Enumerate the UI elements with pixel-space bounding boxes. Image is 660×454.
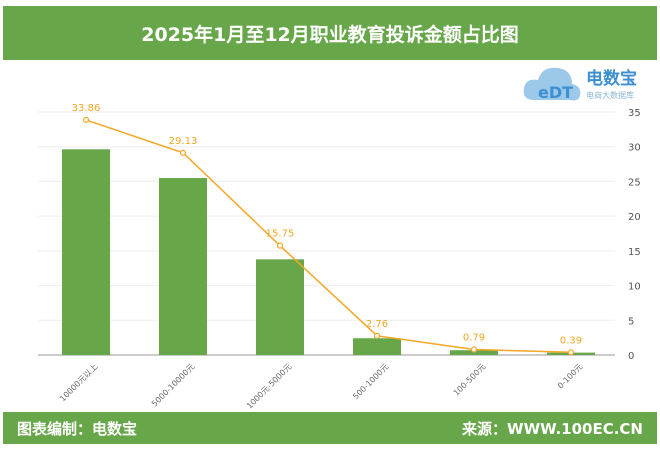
line-point [373, 332, 381, 339]
bar [256, 259, 304, 355]
logo-name: 电数宝 [586, 68, 637, 89]
footer-credit: 图表编制：电数宝 [17, 419, 138, 438]
line-point [82, 116, 90, 124]
y-tick-label: 15 [628, 247, 641, 258]
line-point [567, 349, 575, 356]
logo: eDT 电数宝 电商大数据库 [520, 60, 650, 106]
x-tick-label: 10000元以上 [58, 362, 99, 403]
x-tick-label: 1000元-5000元 [245, 362, 294, 411]
footer-source: 来源：WWW.100EC.CN [462, 419, 643, 438]
data-label: 33.86 [72, 103, 101, 114]
data-label: 29.13 [169, 136, 198, 147]
y-tick-label: 5 [628, 316, 634, 327]
logo-mark: eDT [538, 83, 573, 102]
y-tick-label: 25 [628, 177, 641, 188]
line-point [179, 149, 187, 156]
y-tick-label: 30 [628, 143, 641, 154]
x-tick-label: 100-500元 [452, 362, 488, 398]
cloud-icon [523, 67, 581, 101]
bar [62, 149, 110, 355]
footer: 图表编制：电数宝 来源：WWW.100EC.CN [3, 412, 657, 444]
bar-line-chart: 0 5 10 15 20 25 30 35 10000元以上 5000-10000元 1000元-5… [38, 103, 641, 411]
data-label: 0.39 [560, 335, 582, 346]
y-tick-label: 20 [628, 212, 641, 223]
x-tick-label: 0-100元 [556, 362, 584, 390]
line-series [85, 119, 572, 354]
line-point [276, 242, 284, 249]
data-label: 0.79 [463, 333, 485, 344]
logo-tagline: 电商大数据库 [586, 90, 634, 100]
x-tick-label: 5000-10000元 [150, 362, 196, 408]
chart-title: 2025年1月至12月职业教育投诉金额占比图 [3, 6, 657, 60]
data-label: 15.75 [266, 229, 295, 240]
line-point [470, 346, 478, 353]
bar [353, 338, 401, 355]
x-tick-label: 500-1000元 [351, 362, 390, 401]
bar [159, 178, 207, 355]
y-tick-label: 0 [628, 351, 634, 362]
data-label: 2.76 [366, 319, 388, 330]
y-tick-label: 10 [628, 282, 641, 293]
y-tick-label: 35 [628, 108, 641, 119]
